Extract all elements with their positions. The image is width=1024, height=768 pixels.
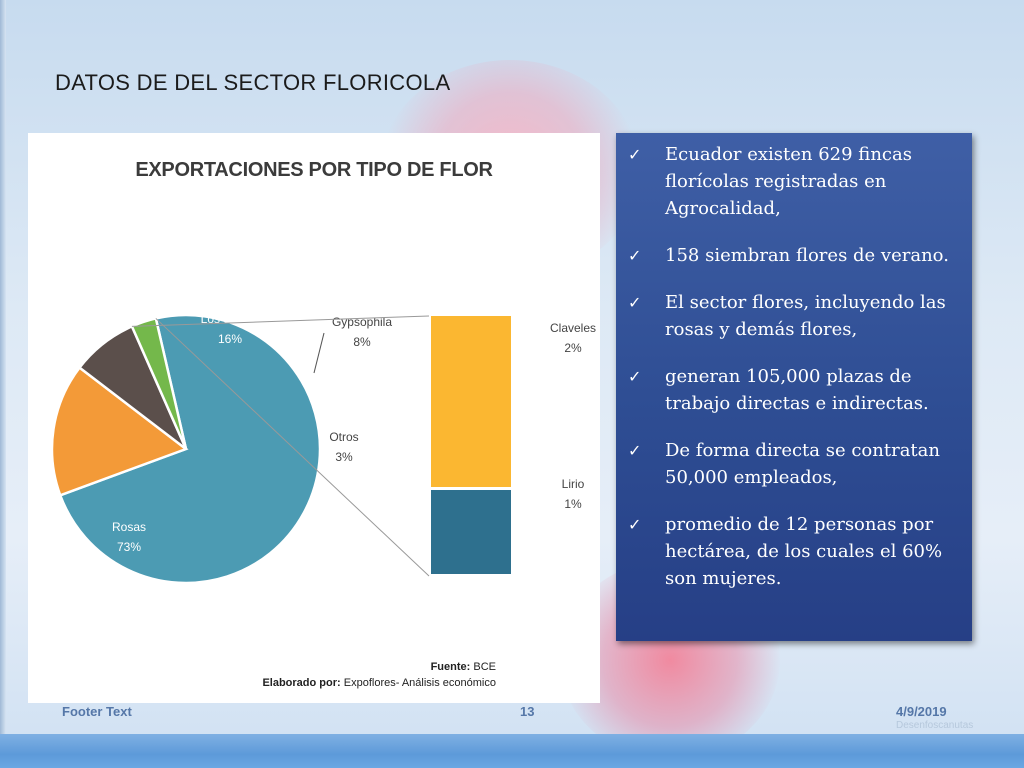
bar-label: Claveles (550, 321, 596, 335)
bar-segment-claveles (431, 316, 511, 487)
slice-value-label: 3% (335, 450, 353, 464)
footer-text: Footer Text (62, 704, 132, 719)
chart-source: Fuente: BCE Elaborado por: Expoflores- A… (258, 661, 496, 693)
bullet-item: ✓ promedio de 12 personas por hectárea, d… (628, 511, 962, 592)
slice-value-label: 73% (117, 540, 141, 554)
bullet-text: El sector flores, incluyendo las rosas y… (665, 292, 946, 340)
bullet-item: ✓ De forma directa se contratan 50,000 em… (628, 437, 962, 491)
bullet-text: generan 105,000 plazas de trabajo direct… (665, 366, 929, 414)
slice-label: Otros (329, 430, 358, 444)
footer-date: 4/9/2019 (896, 704, 947, 719)
slice-value-label: 8% (353, 335, 371, 349)
slice-value-label: 16% (218, 332, 242, 346)
source-value: BCE (473, 661, 496, 673)
checkmark-icon: ✓ (628, 441, 642, 460)
connector-line-bottom (155, 318, 430, 577)
page-number: 13 (520, 704, 535, 719)
bullet-item: ✓ El sector flores, incluyendo las rosas … (628, 289, 962, 343)
slide-frame-left (0, 0, 6, 768)
bullet-list: ✓ Ecuador existen 629 fincas florícolas r… (616, 133, 972, 592)
bullet-text: 158 siembran flores de verano. (665, 245, 949, 266)
chart-image: Rosas 73% Los demás 16% Gypsophila 8% Otros 3% C… (28, 133, 600, 703)
slide-title: DATOS DE DEL SECTOR FLORICOLA (55, 70, 451, 95)
bullet-item: ✓ 158 siembran flores de verano. (628, 242, 962, 269)
chart-title: EXPORTACIONES POR TIPO DE FLOR (135, 159, 493, 181)
bar-value-label: 2% (564, 341, 582, 355)
prepared-label: Elaborado por: (262, 677, 341, 689)
bullet-item: ✓ generan 105,000 plazas de trabajo direc… (628, 363, 962, 417)
bullet-text: De forma directa se contratan 50,000 emp… (665, 440, 940, 488)
slice-label: Rosas (112, 520, 146, 534)
bullet-item: ✓ Ecuador existen 629 fincas florícolas r… (628, 141, 962, 222)
footer-note: Desenfoscanutas (896, 720, 974, 731)
bar-label: Lirio (562, 477, 585, 491)
pie-slice-rosas (58, 313, 322, 585)
source-label: Fuente: (430, 661, 471, 673)
checkmark-icon: ✓ (628, 145, 642, 164)
bullet-text: promedio de 12 personas por hectárea, de… (665, 514, 943, 589)
bar-segment-lirio (431, 490, 511, 574)
checkmark-icon: ✓ (628, 293, 642, 312)
bullet-text: Ecuador existen 629 fincas florícolas re… (665, 144, 912, 219)
gypsophila-leader-line (313, 332, 325, 374)
slide-frame-bottom (0, 734, 1024, 768)
bar-value-label: 1% (564, 497, 582, 511)
prepared-value: Expoflores- Análisis económico (343, 677, 496, 689)
checkmark-icon: ✓ (628, 246, 642, 265)
pie-slice-los-dem-s (50, 365, 189, 497)
checkmark-icon: ✓ (628, 515, 642, 534)
info-panel: ✓ Ecuador existen 629 fincas florícolas r… (616, 133, 972, 641)
connector-line-top (131, 315, 430, 327)
checkmark-icon: ✓ (628, 367, 642, 386)
